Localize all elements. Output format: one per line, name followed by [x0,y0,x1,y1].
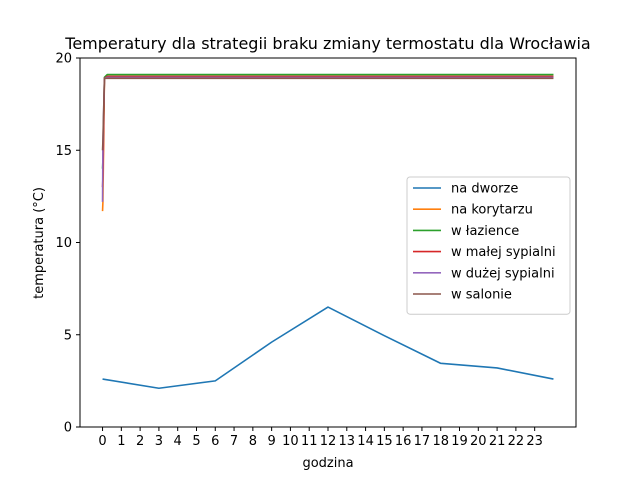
x-tick-label: 22 [508,434,525,449]
x-tick-label: 14 [357,434,374,449]
x-tick-label: 16 [395,434,412,449]
y-tick-label: 10 [55,236,72,251]
series-line-3 [101,75,554,188]
x-tick-label: 9 [267,434,275,449]
y-tick-label: 0 [64,421,72,436]
x-tick-label: 5 [192,434,200,449]
y-tick-label: 5 [64,328,72,343]
x-tick-label: 20 [470,434,487,449]
legend-label-3: w małej sypialni [451,245,556,260]
y-tick-label: 20 [55,52,72,67]
x-tick-label: 17 [414,434,431,449]
y-tick-label: 15 [55,144,72,159]
x-axis-label: godzina [302,456,353,471]
series-line-5 [101,77,554,151]
x-tick-label: 11 [301,434,318,449]
x-tick-label: 1 [117,434,125,449]
legend-label-0: na dworze [451,182,518,197]
series-line-0 [102,306,554,390]
legend-label-5: w salonie [451,288,512,303]
x-tick-label: 23 [526,434,543,449]
x-tick-label: 4 [174,434,182,449]
x-tick-label: 18 [432,434,449,449]
x-tick-label: 21 [489,434,506,449]
legend: na dworze na korytarzu w łazience w małej s… [406,176,571,315]
plot-lines [101,73,554,390]
x-axis: 0 1 2 3 4 5 6 7 8 9 10 11 12 13 14 15 16 17 18 19 20 21 22 23 [98,427,543,449]
legend-label-4: w dużej sypialni [451,266,555,281]
x-tick-label: 7 [230,434,238,449]
x-tick-label: 10 [282,434,299,449]
x-tick-label: 8 [249,434,257,449]
x-tick-label: 19 [451,434,468,449]
legend-label-2: w łazience [451,224,519,239]
x-tick-label: 12 [320,434,337,449]
x-tick-label: 13 [339,434,356,449]
chart-title: Temperatury dla strategii braku zmiany t… [64,34,590,53]
x-tick-label: 15 [376,434,393,449]
y-axis-label: temperatura (°C) [32,187,47,299]
y-axis: 0 5 10 15 20 [55,52,80,436]
x-tick-label: 6 [211,434,219,449]
x-tick-label: 2 [136,434,144,449]
x-tick-label: 3 [155,434,163,449]
legend-box [406,176,571,315]
legend-label-1: na korytarzu [451,203,533,218]
x-tick-label: 0 [98,434,106,449]
series-line-2 [101,73,554,169]
